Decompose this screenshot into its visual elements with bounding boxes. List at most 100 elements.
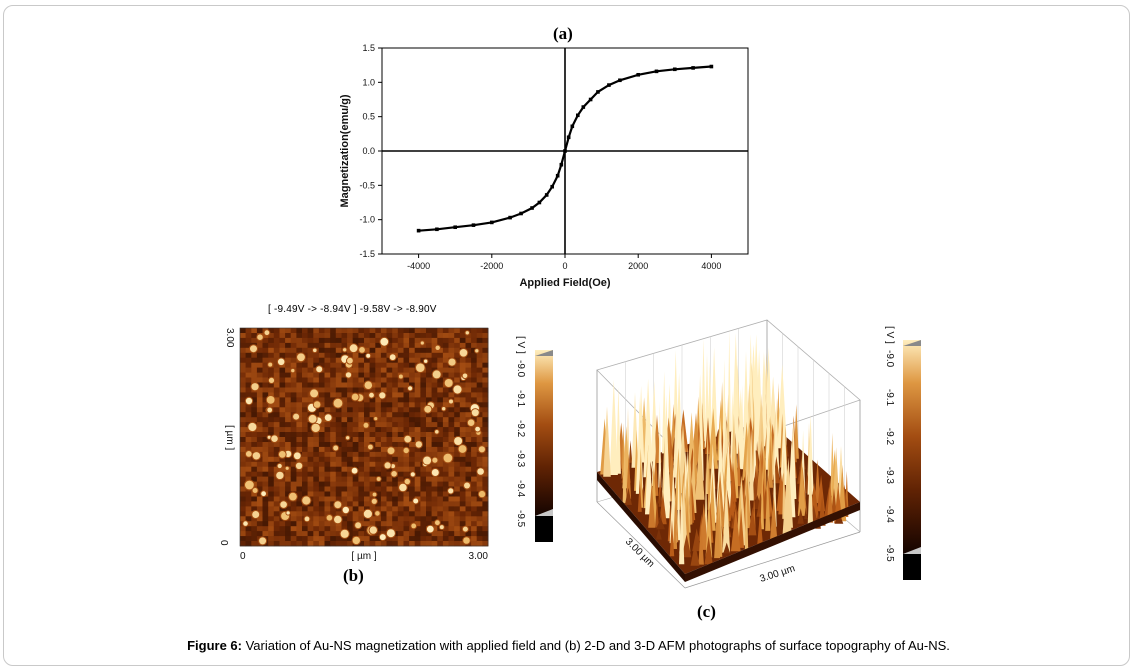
- afm-2d-texture-cell: [358, 536, 365, 542]
- caption-text: Variation of Au-NS magnetization with ap…: [241, 638, 950, 653]
- afm-2d-texture-cell: [256, 362, 263, 369]
- afm-2d-texture-cell: [420, 486, 427, 492]
- afm-2d-texture-cell: [302, 526, 309, 532]
- afm-2d-texture-cell: [240, 367, 247, 373]
- afm-2d-texture-cell: [302, 531, 309, 537]
- afm-2d-texture-cell: [302, 422, 309, 428]
- afm-2d-texture-cell: [318, 337, 325, 344]
- afm-2d-texture-cell: [420, 392, 427, 398]
- afm-2d-texture-cell: [431, 536, 438, 542]
- afm-2d-texture-cell: [341, 342, 348, 349]
- afm-2d-texture-cell: [318, 446, 325, 453]
- afm-3d-peak: [705, 417, 711, 454]
- data-point: [581, 105, 586, 109]
- afm-2d-texture-cell: [420, 511, 427, 517]
- afm-2d-texture-cell: [409, 377, 416, 383]
- afm-2d-texture-cell: [273, 427, 280, 433]
- afm-2d-texture-cell: [364, 531, 371, 537]
- afm-2d-texture-cell: [409, 372, 416, 378]
- afm-2d-texture-cell: [296, 392, 303, 398]
- afm-2d-texture-cell: [392, 367, 399, 373]
- afm-2d-texture-cell: [448, 333, 455, 339]
- afm-2d-texture-cell: [324, 362, 331, 369]
- afm-2d-grain: [342, 506, 349, 514]
- afm-2d-texture-cell: [369, 352, 376, 359]
- afm-2d-texture-cell: [397, 451, 404, 458]
- afm-2d-grain: [398, 374, 403, 379]
- afm-2d-texture-cell: [386, 496, 393, 502]
- y-tick-label: 3.00: [224, 328, 235, 348]
- afm-2d-texture-cell: [380, 521, 387, 527]
- afm-2d-texture-cell: [318, 357, 325, 364]
- afm-2d-texture-cell: [375, 541, 382, 547]
- afm-2d-texture-cell: [256, 437, 263, 443]
- afm-2d-texture-cell: [459, 531, 466, 537]
- afm-2d-texture-cell: [454, 422, 461, 428]
- panel-a-label: (a): [553, 24, 573, 43]
- afm-2d-texture-cell: [442, 446, 449, 453]
- afm-2d-texture-cell: [324, 437, 331, 443]
- afm-2d-texture-cell: [273, 352, 280, 359]
- afm-2d-texture-cell: [313, 516, 320, 522]
- afm-2d-texture-cell: [426, 328, 433, 334]
- afm-2d-grain: [413, 498, 419, 504]
- afm-2d-texture-cell: [369, 342, 376, 349]
- afm-2d-texture-cell: [262, 471, 269, 478]
- afm-2d-texture-cell: [256, 466, 263, 473]
- afm-2d-texture-cell: [482, 333, 489, 339]
- afm-2d-texture-cell: [426, 476, 433, 482]
- afm-2d-texture-cell: [330, 481, 337, 487]
- afm-3d-peak: [716, 471, 724, 520]
- afm-3d-peak: [690, 542, 700, 566]
- afm-2d-texture-cell: [482, 372, 489, 378]
- afm-2d-texture-cell: [442, 402, 449, 408]
- afm-2d-texture-cell: [335, 333, 342, 339]
- afm-3d-peak: [695, 433, 705, 500]
- afm-2d-grain: [424, 359, 428, 363]
- afm-2d-texture-cell: [279, 496, 286, 502]
- afm-2d-texture-cell: [364, 337, 371, 344]
- afm-2d-texture-cell: [335, 451, 342, 458]
- afm-2d-texture-cell: [426, 496, 433, 502]
- afm-2d-texture-cell: [313, 382, 320, 388]
- afm-2d-texture-cell: [262, 352, 269, 359]
- afm-2d-texture-cell: [290, 471, 297, 478]
- afm-2d-texture-cell: [256, 442, 263, 448]
- afm-2d-texture-cell: [302, 442, 309, 448]
- afm-2d-texture-cell: [482, 337, 489, 344]
- afm-2d-texture-cell: [431, 506, 438, 512]
- afm-2d-texture-cell: [296, 402, 303, 408]
- afm-2d-texture-cell: [318, 451, 325, 458]
- afm-2d-texture-cell: [262, 461, 269, 468]
- afm-2d-texture-cell: [240, 486, 247, 492]
- afm-2d-texture-cell: [307, 372, 314, 378]
- afm-2d-texture-cell: [409, 476, 416, 482]
- afm-2d-texture-cell: [471, 516, 478, 522]
- afm-2d-texture-cell: [364, 471, 371, 478]
- afm-2d-texture-cell: [380, 382, 387, 388]
- afm-2d-grain: [371, 498, 377, 504]
- afm-2d-texture-cell: [273, 476, 280, 482]
- afm-3d-peak: [744, 485, 749, 550]
- afm-2d-texture-cell: [279, 402, 286, 408]
- afm-2d-texture-cell: [369, 506, 376, 512]
- afm-2d-grain: [250, 345, 257, 353]
- afm-2d-texture-cell: [392, 496, 399, 502]
- afm-2d-texture-cell: [454, 357, 461, 364]
- afm-2d-texture-cell: [330, 442, 337, 448]
- afm-2d-texture-cell: [426, 511, 433, 517]
- afm-2d-texture-cell: [262, 342, 269, 349]
- afm-2d-texture-cell: [442, 506, 449, 512]
- afm-2d-texture-cell: [448, 352, 455, 359]
- afm-2d-texture-cell: [437, 417, 444, 423]
- afm-2d-texture-cell: [414, 407, 421, 413]
- afm-2d-texture-cell: [375, 432, 382, 438]
- afm-2d-texture-cell: [296, 382, 303, 388]
- afm-3d-axis-line: [596, 501, 686, 589]
- afm-2d-texture-cell: [380, 541, 387, 547]
- afm-2d-texture-cell: [313, 451, 320, 458]
- afm-2d-texture-cell: [437, 367, 444, 373]
- afm-2d-texture-cell: [471, 541, 478, 547]
- afm-2d-texture-cell: [279, 377, 286, 383]
- afm-2d-texture-cell: [302, 397, 309, 403]
